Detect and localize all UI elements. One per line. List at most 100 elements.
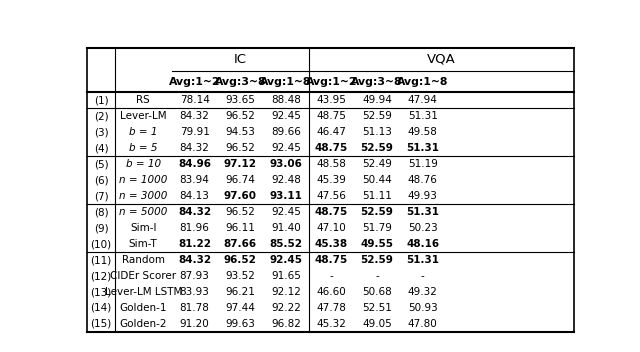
Text: Avg:1~2: Avg:1~2 <box>169 77 220 87</box>
Text: Lever-LM: Lever-LM <box>120 111 166 121</box>
Text: 49.55: 49.55 <box>360 239 394 249</box>
Text: (7): (7) <box>94 191 108 201</box>
Text: 84.32: 84.32 <box>180 143 209 153</box>
Text: 93.11: 93.11 <box>269 191 302 201</box>
Text: Golden-2: Golden-2 <box>120 319 167 329</box>
Text: 81.96: 81.96 <box>180 223 209 233</box>
Text: 49.93: 49.93 <box>408 191 438 201</box>
Text: (4): (4) <box>94 143 108 153</box>
Text: 47.56: 47.56 <box>317 191 346 201</box>
Text: 83.93: 83.93 <box>180 287 209 297</box>
Text: 52.51: 52.51 <box>362 303 392 313</box>
Text: (1): (1) <box>94 95 108 105</box>
Text: (11): (11) <box>90 255 112 265</box>
Text: 92.45: 92.45 <box>271 143 301 153</box>
Text: 50.93: 50.93 <box>408 303 438 313</box>
Text: 91.20: 91.20 <box>180 319 209 329</box>
Text: 97.60: 97.60 <box>224 191 257 201</box>
Text: 50.23: 50.23 <box>408 223 438 233</box>
Text: (8): (8) <box>94 207 108 217</box>
Text: 46.60: 46.60 <box>317 287 346 297</box>
Text: -: - <box>421 271 424 281</box>
Text: 96.74: 96.74 <box>225 175 255 185</box>
Text: 52.49: 52.49 <box>362 159 392 169</box>
Text: 96.52: 96.52 <box>224 255 257 265</box>
Text: -: - <box>330 271 333 281</box>
Text: 52.59: 52.59 <box>361 143 394 153</box>
Text: 81.78: 81.78 <box>180 303 209 313</box>
Text: 51.11: 51.11 <box>362 191 392 201</box>
Text: 96.21: 96.21 <box>225 287 255 297</box>
Text: 48.75: 48.75 <box>315 207 348 217</box>
Text: b = 10: b = 10 <box>125 159 161 169</box>
Text: n = 1000: n = 1000 <box>119 175 168 185</box>
Text: 43.95: 43.95 <box>317 95 346 105</box>
Text: 91.40: 91.40 <box>271 223 301 233</box>
Text: n = 3000: n = 3000 <box>119 191 168 201</box>
Text: (14): (14) <box>90 303 112 313</box>
Text: 87.66: 87.66 <box>223 239 257 249</box>
Text: (2): (2) <box>94 111 108 121</box>
Text: 93.65: 93.65 <box>225 95 255 105</box>
Text: (3): (3) <box>94 127 108 137</box>
Text: b = 1: b = 1 <box>129 127 157 137</box>
Text: Avg:1~8: Avg:1~8 <box>397 77 449 87</box>
Text: (12): (12) <box>90 271 112 281</box>
Text: 89.66: 89.66 <box>271 127 301 137</box>
Text: 50.68: 50.68 <box>362 287 392 297</box>
Text: 48.16: 48.16 <box>406 239 439 249</box>
Text: 49.32: 49.32 <box>408 287 438 297</box>
Text: Avg:1~8: Avg:1~8 <box>260 77 312 87</box>
Text: RS: RS <box>136 95 150 105</box>
Text: 51.31: 51.31 <box>406 207 439 217</box>
Text: 45.39: 45.39 <box>317 175 346 185</box>
Text: 91.65: 91.65 <box>271 271 301 281</box>
Text: (5): (5) <box>94 159 108 169</box>
Text: 51.13: 51.13 <box>362 127 392 137</box>
Text: 48.76: 48.76 <box>408 175 438 185</box>
Text: Random: Random <box>122 255 164 265</box>
Text: 47.80: 47.80 <box>408 319 438 329</box>
Text: 92.45: 92.45 <box>269 255 302 265</box>
Text: 93.52: 93.52 <box>225 271 255 281</box>
Text: IC: IC <box>234 53 246 66</box>
Text: 52.59: 52.59 <box>362 111 392 121</box>
Text: n = 5000: n = 5000 <box>119 207 168 217</box>
Text: 96.52: 96.52 <box>225 207 255 217</box>
Text: Avg:3~8: Avg:3~8 <box>214 77 266 87</box>
Text: 47.78: 47.78 <box>317 303 346 313</box>
Text: 48.75: 48.75 <box>317 111 346 121</box>
Text: (9): (9) <box>94 223 108 233</box>
Text: 51.31: 51.31 <box>406 255 439 265</box>
Text: 97.44: 97.44 <box>225 303 255 313</box>
Text: 49.05: 49.05 <box>362 319 392 329</box>
Text: 84.32: 84.32 <box>180 111 209 121</box>
Text: 83.94: 83.94 <box>180 175 209 185</box>
Text: (13): (13) <box>90 287 112 297</box>
Text: 48.58: 48.58 <box>317 159 346 169</box>
Text: CIDEr Scorer: CIDEr Scorer <box>110 271 176 281</box>
Text: 48.75: 48.75 <box>315 255 348 265</box>
Text: 84.96: 84.96 <box>178 159 211 169</box>
Text: Lever-LM LSTM: Lever-LM LSTM <box>104 287 182 297</box>
Text: 97.12: 97.12 <box>224 159 257 169</box>
Text: (10): (10) <box>90 239 111 249</box>
Text: 51.79: 51.79 <box>362 223 392 233</box>
Text: 94.53: 94.53 <box>225 127 255 137</box>
Text: 81.22: 81.22 <box>178 239 211 249</box>
Text: 96.52: 96.52 <box>225 143 255 153</box>
Text: 51.31: 51.31 <box>408 111 438 121</box>
Text: 52.59: 52.59 <box>361 255 394 265</box>
Text: 47.10: 47.10 <box>317 223 346 233</box>
Text: 45.38: 45.38 <box>315 239 348 249</box>
Text: b = 5: b = 5 <box>129 143 157 153</box>
Text: Avg:1~2: Avg:1~2 <box>306 77 357 87</box>
Text: 49.94: 49.94 <box>362 95 392 105</box>
Text: Sim-T: Sim-T <box>129 239 157 249</box>
Text: 49.58: 49.58 <box>408 127 438 137</box>
Text: 78.14: 78.14 <box>180 95 209 105</box>
Text: 87.93: 87.93 <box>180 271 209 281</box>
Text: 93.06: 93.06 <box>269 159 302 169</box>
Text: 96.11: 96.11 <box>225 223 255 233</box>
Text: 79.91: 79.91 <box>180 127 209 137</box>
